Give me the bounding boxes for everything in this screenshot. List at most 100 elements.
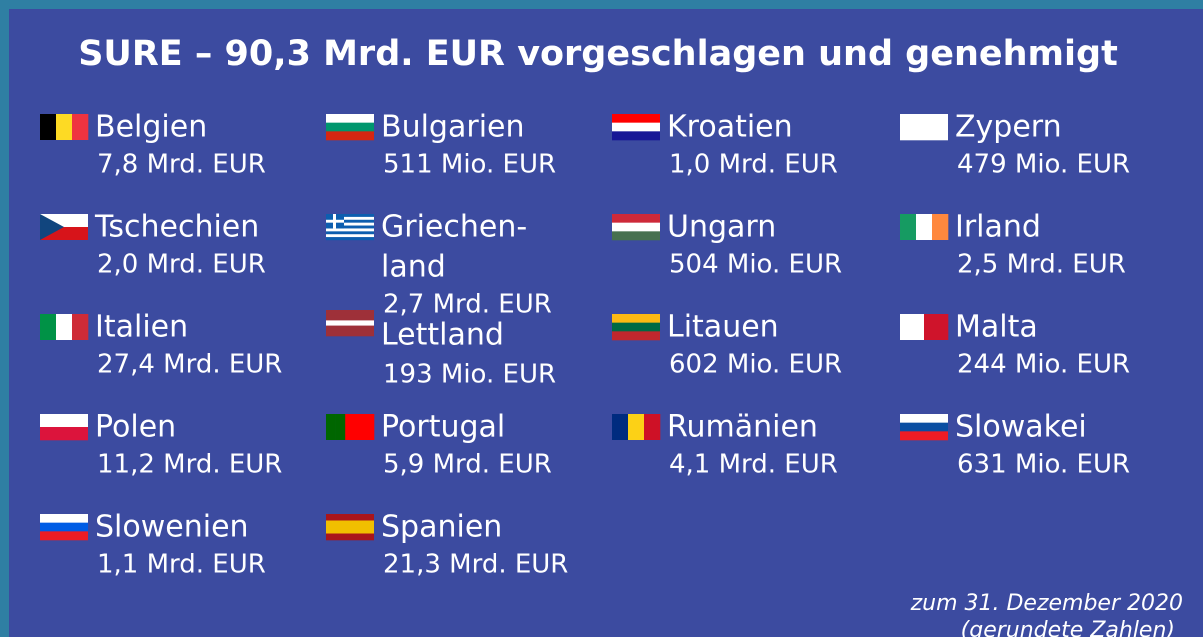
flag-stripe xyxy=(326,231,374,235)
country-amount: 244 Mio. EUR xyxy=(957,350,1130,380)
flag-stripe xyxy=(644,414,661,440)
flag-stripe xyxy=(326,214,374,218)
flag-stripe xyxy=(612,222,660,232)
flag-stripe xyxy=(345,414,356,440)
country-name: Spanien xyxy=(381,510,502,545)
country-amount: 5,9 Mrd. EUR xyxy=(383,450,552,480)
country-amount: 2,5 Mrd. EUR xyxy=(957,250,1126,280)
country-name: Belgien xyxy=(95,110,207,145)
flag-stripe xyxy=(364,414,375,440)
country-name: Ungarn xyxy=(667,210,776,245)
country-amount: 1,0 Mrd. EUR xyxy=(669,150,838,180)
country-name: Malta xyxy=(955,310,1038,345)
flag-stripe xyxy=(72,314,89,340)
flag-stripe xyxy=(40,522,88,532)
flag-stripe xyxy=(40,427,88,441)
flag-stripe xyxy=(326,514,374,521)
flag-triangle xyxy=(40,214,64,240)
flag-stripe xyxy=(326,330,374,337)
flag-stripe xyxy=(612,114,660,123)
flag-stripe xyxy=(326,414,336,440)
flag-stripe xyxy=(900,114,948,141)
country-amount: 7,8 Mrd. EUR xyxy=(97,150,266,180)
flag-stripe xyxy=(40,114,57,140)
country-amount: 479 Mio. EUR xyxy=(957,150,1130,180)
flag-stripe xyxy=(326,122,374,132)
country-name: land xyxy=(381,250,446,285)
country-name: Zypern xyxy=(955,110,1062,145)
flag-stripe xyxy=(326,228,374,232)
country-amount: 1,1 Mrd. EUR xyxy=(97,550,266,580)
flag-stripe xyxy=(612,231,660,241)
country-name: Griechen- xyxy=(381,210,527,245)
country-amount: 21,3 Mrd. EUR xyxy=(383,550,568,580)
flag-stripe xyxy=(628,414,645,440)
country-amount: 511 Mio. EUR xyxy=(383,150,556,180)
title: SURE – 90,3 Mrd. EUR vorgeschlagen und g… xyxy=(78,34,1118,74)
flag-stripe xyxy=(326,325,374,332)
flag-stripe xyxy=(354,414,365,440)
flag-stripe xyxy=(326,131,374,141)
background xyxy=(9,9,1203,637)
country-amount: 504 Mio. EUR xyxy=(669,250,842,280)
flag-stripe xyxy=(326,234,374,238)
country-amount: 2,7 Mrd. EUR xyxy=(383,290,552,320)
country-name: Litauen xyxy=(667,310,779,345)
flag-stripe xyxy=(326,320,374,326)
flag-stripe xyxy=(326,216,374,220)
country-amount: 2,0 Mrd. EUR xyxy=(97,250,266,280)
flag-cross xyxy=(326,219,344,223)
flag-stripe xyxy=(326,315,374,321)
flag-stripe xyxy=(612,331,660,341)
country-name: Lettland xyxy=(381,318,504,353)
flag-stripe xyxy=(612,322,660,332)
flag-stripe xyxy=(326,310,374,316)
country-name: Bulgarien xyxy=(381,110,525,145)
country-amount: 631 Mio. EUR xyxy=(957,450,1130,480)
flag-stripe xyxy=(326,219,374,223)
flag-stripe xyxy=(326,237,374,241)
footnote: zum 31. Dezember 2020 xyxy=(910,591,1183,616)
flag-stripe xyxy=(612,414,629,440)
flag-stripe xyxy=(900,314,925,340)
flag-stripe xyxy=(916,214,933,240)
flag-stripe xyxy=(900,214,917,240)
flag-stripe xyxy=(900,422,948,432)
flag-stripe xyxy=(56,114,73,140)
flag-stripe xyxy=(612,131,660,141)
country-name: Portugal xyxy=(381,410,505,445)
country-name: Polen xyxy=(95,410,176,445)
country-amount: 27,4 Mrd. EUR xyxy=(97,350,282,380)
country-name: Irland xyxy=(955,210,1041,245)
flag-stripe xyxy=(924,314,949,340)
flag-stripe xyxy=(900,414,948,423)
country-amount: 193 Mio. EUR xyxy=(383,360,556,390)
country-name: Italien xyxy=(95,310,188,345)
flag-stripe xyxy=(326,114,374,123)
country-name: Slowenien xyxy=(95,510,249,545)
flag-stripe xyxy=(900,431,948,441)
country-amount: 4,1 Mrd. EUR xyxy=(669,450,838,480)
flag-stripe xyxy=(335,414,346,440)
flag-stripe xyxy=(612,214,660,223)
country-name: Kroatien xyxy=(667,110,793,145)
country-name: Tschechien xyxy=(94,210,259,245)
flag-stripe xyxy=(40,514,88,523)
flag-stripe xyxy=(612,122,660,132)
flag-stripe xyxy=(326,520,374,528)
flag-stripe xyxy=(56,314,73,340)
flag-stripe xyxy=(40,314,57,340)
flag-stripe xyxy=(612,314,660,323)
flag-stripe xyxy=(326,527,374,534)
country-amount: 11,2 Mrd. EUR xyxy=(97,450,282,480)
flag-stripe xyxy=(40,531,88,541)
flag-stripe xyxy=(326,533,374,541)
country-amount: 602 Mio. EUR xyxy=(669,350,842,380)
flag-stripe xyxy=(40,414,88,428)
flag-stripe xyxy=(326,222,374,226)
flag-stripe xyxy=(72,114,89,140)
country-name: Rumänien xyxy=(667,410,818,445)
country-name: Slowakei xyxy=(955,410,1087,445)
flag-stripe xyxy=(932,214,949,240)
